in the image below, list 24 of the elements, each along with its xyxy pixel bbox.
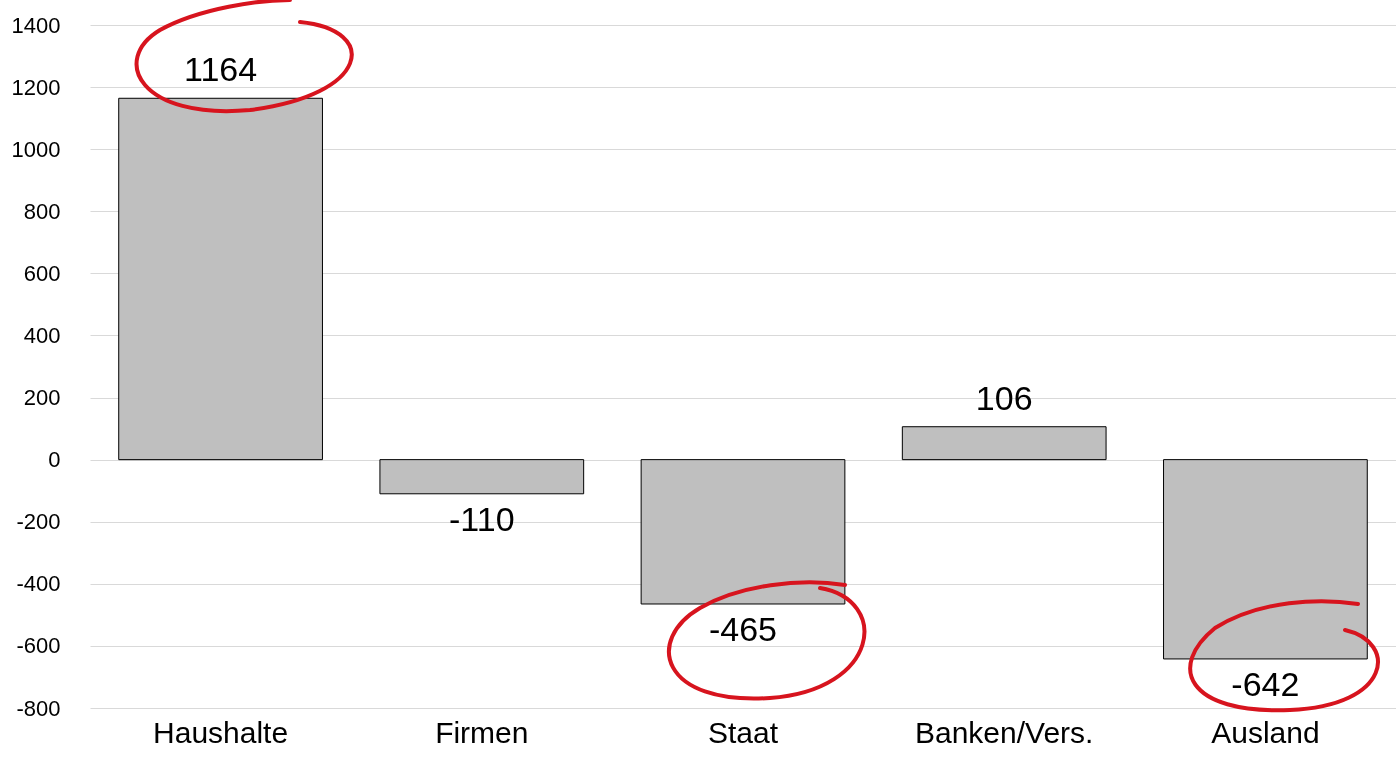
y-tick-label: 600	[23, 260, 61, 286]
y-tick-label: 1200	[11, 74, 61, 100]
y-tick-label: 1000	[11, 136, 61, 162]
data-label: -465	[708, 610, 778, 648]
y-tick-label: -800	[16, 695, 61, 721]
bar	[901, 426, 1107, 461]
data-label: -110	[449, 499, 515, 538]
x-tick-label: Haushalte	[153, 715, 289, 749]
bar	[379, 459, 585, 495]
x-tick-label: Firmen	[435, 715, 529, 749]
y-tick-label: -200	[16, 509, 61, 535]
y-tick-label: 1400	[11, 12, 61, 38]
x-tick-label: Staat	[707, 715, 779, 749]
x-tick-label: Ausland	[1211, 715, 1320, 749]
data-label: 106	[975, 378, 1033, 417]
y-tick-label: 0	[48, 447, 61, 473]
y-tick-label: -400	[16, 571, 61, 597]
y-tick-label: -600	[16, 633, 61, 659]
data-label: -642	[1231, 664, 1300, 703]
x-tick-label: Banken/Vers.	[914, 715, 1094, 749]
data-label: 1164	[184, 50, 258, 89]
y-tick-label: 200	[23, 385, 61, 411]
y-tick-label: 400	[23, 322, 61, 348]
y-tick-label: 800	[23, 198, 61, 224]
